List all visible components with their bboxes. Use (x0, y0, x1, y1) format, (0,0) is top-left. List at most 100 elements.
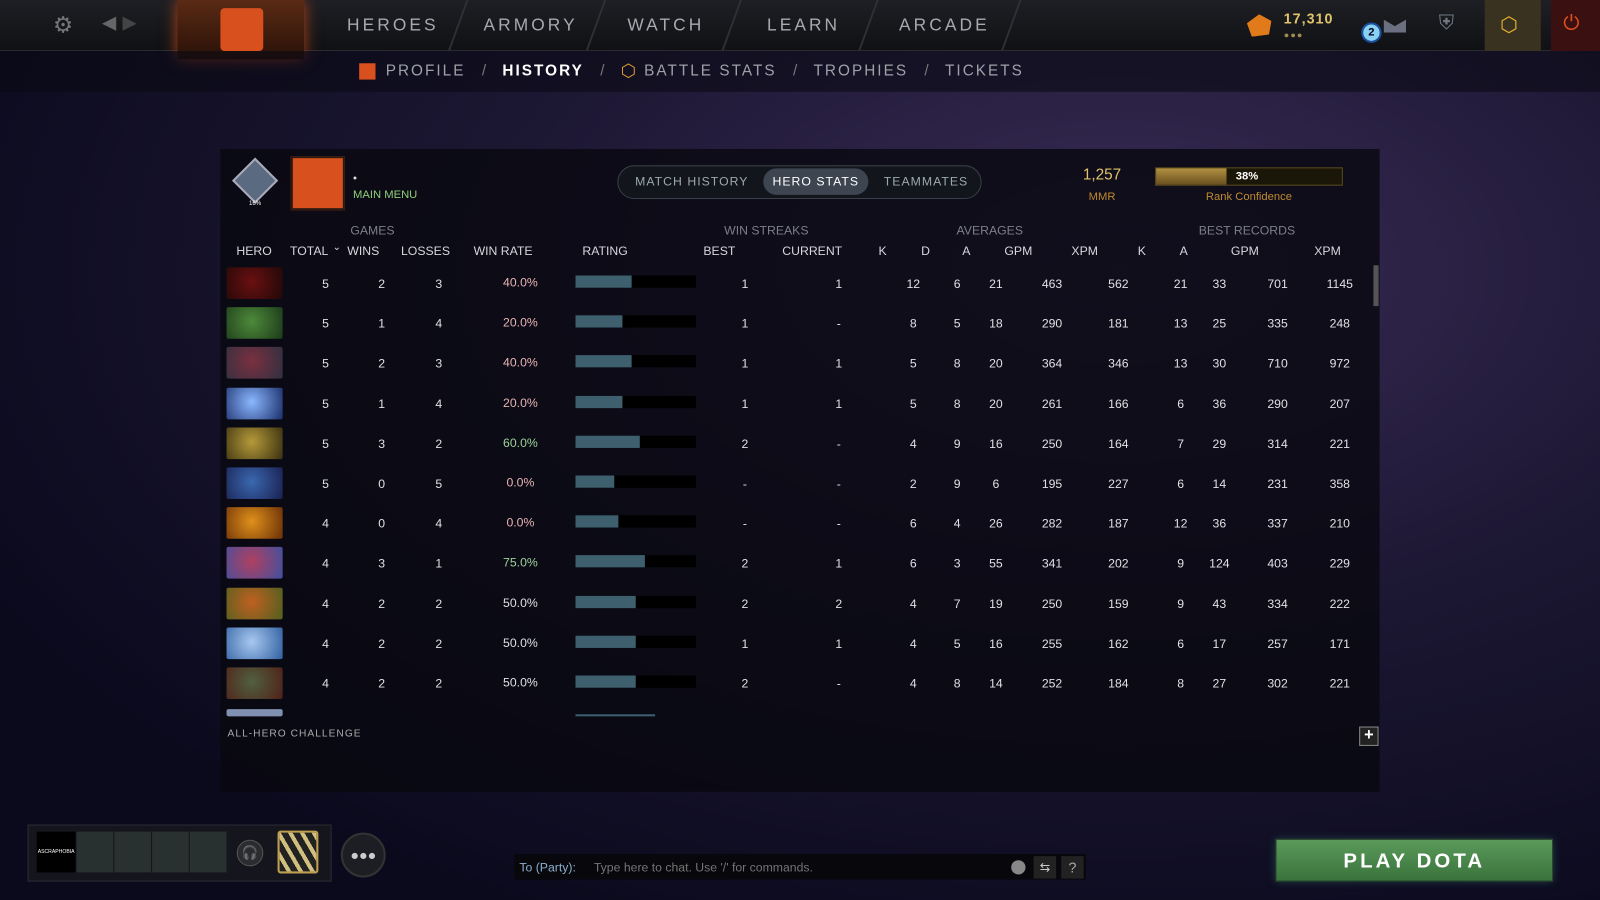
party-finder-icon[interactable]: ●●● (340, 832, 386, 878)
subnav-history[interactable]: HISTORY (502, 62, 584, 80)
subnav-trophies[interactable]: TROPHIES (813, 62, 909, 80)
column-header-losses[interactable]: LOSSES (401, 243, 451, 259)
party-slot-empty[interactable] (76, 831, 114, 873)
shards-icon[interactable] (1246, 14, 1272, 37)
column-header-best-a[interactable]: A (1179, 243, 1188, 259)
profile-dota-icon (359, 63, 376, 80)
power-icon[interactable]: ⏻ (1563, 12, 1580, 35)
rating-bar-fill (575, 635, 636, 648)
chat-channel[interactable]: To (Party): (519, 860, 576, 875)
cell-gpm: 195 (1041, 476, 1063, 491)
column-header-rating[interactable]: RATING (582, 243, 628, 259)
nav-arcade[interactable]: ARCADE (899, 15, 990, 35)
column-header-best-k[interactable]: K (1137, 243, 1146, 259)
cell-bgpm: 403 (1267, 556, 1288, 571)
column-header-best-xpm[interactable]: XPM (1314, 243, 1341, 259)
column-header-best-streak[interactable]: BEST (703, 243, 736, 259)
cell-losses: 4 (435, 516, 443, 531)
hero-portrait[interactable] (226, 547, 283, 579)
hero-portrait[interactable] (226, 667, 283, 699)
cell-losses: 3 (435, 276, 443, 291)
cell-bk: 13 (1173, 356, 1188, 371)
hero-portrait[interactable] (226, 307, 283, 339)
column-header-total[interactable]: TOTAL (290, 243, 329, 259)
tab-match-history[interactable]: MATCH HISTORY (635, 174, 749, 189)
cell-losses: 3 (435, 356, 443, 371)
chat-help-button[interactable]: ? (1061, 856, 1084, 879)
tab-hero-stats[interactable]: HERO STATS (763, 168, 869, 195)
cell-wins: 0 (378, 476, 386, 491)
nav-watch[interactable]: WATCH (627, 15, 705, 35)
cell-current: 1 (835, 636, 843, 651)
party-slot-player[interactable]: ASCRAPHOBIA (36, 831, 76, 873)
subnav-tickets[interactable]: TICKETS (945, 62, 1024, 80)
plus-hexagon-icon[interactable]: ⬡ (1499, 14, 1518, 37)
cell-win-rate: 60.0% (503, 435, 538, 450)
battle-pass-banner-icon[interactable] (277, 830, 319, 874)
party-slot-empty[interactable] (114, 831, 152, 873)
cell-ba: 25 (1212, 316, 1227, 331)
column-header-best-gpm[interactable]: GPM (1230, 243, 1259, 259)
subnav-battle-stats[interactable]: BATTLE STATS (644, 62, 777, 80)
hero-portrait[interactable] (226, 507, 283, 539)
chat-input[interactable] (593, 856, 1000, 879)
cell-k: 4 (909, 676, 917, 691)
nav-heroes[interactable]: HEROES (347, 15, 439, 35)
emoticon-icon[interactable] (1011, 860, 1026, 875)
cell-a: 6 (992, 476, 1000, 491)
back-arrow-icon[interactable]: ◀ (102, 12, 117, 33)
dota-logo-home-button[interactable] (177, 0, 305, 60)
forward-arrow-icon[interactable]: ▶ (122, 12, 137, 33)
chat-wheel-icon[interactable]: ⇆ (1033, 856, 1057, 879)
cell-k: 6 (909, 516, 917, 531)
cell-bgpm: 710 (1267, 356, 1288, 371)
column-header-avg-a[interactable]: A (962, 243, 971, 259)
scrollbar[interactable] (1373, 265, 1379, 307)
settings-gear-icon[interactable]: ⚙ (53, 12, 74, 38)
avatar[interactable] (290, 156, 345, 211)
rating-bar-fill (575, 435, 640, 448)
cell-wins: 2 (378, 636, 386, 651)
column-header-wins[interactable]: WINS (347, 243, 380, 259)
column-header-avg-xpm[interactable]: XPM (1071, 243, 1098, 259)
headset-icon[interactable]: 🎧 (236, 839, 264, 867)
subnav-separator: / (924, 62, 929, 80)
all-hero-challenge-label[interactable]: ALL-HERO CHALLENGE (227, 728, 362, 740)
cell-xpm: 166 (1108, 396, 1129, 411)
tab-teammates[interactable]: TEAMMATES (883, 174, 969, 189)
cell-k: 4 (909, 636, 917, 651)
cell-a: 16 (989, 636, 1003, 651)
column-header-avg-d[interactable]: D (921, 243, 930, 259)
column-header-win-rate[interactable]: WIN RATE (473, 243, 533, 259)
cell-bxpm: 358 (1329, 476, 1351, 491)
hero-portrait[interactable] (226, 427, 283, 459)
column-header-current-streak[interactable]: CURRENT (782, 243, 843, 259)
hero-portrait[interactable] (226, 267, 283, 299)
shield-sword-icon[interactable]: ⛨ (1438, 12, 1455, 35)
cell-current: - (836, 436, 841, 451)
cell-current: 1 (835, 556, 843, 571)
party-slot-empty[interactable] (152, 831, 189, 873)
add-button[interactable]: + (1359, 726, 1379, 746)
hero-portrait[interactable] (226, 467, 283, 499)
cell-total: 4 (322, 636, 329, 651)
column-header-hero[interactable]: HERO (236, 243, 272, 259)
nav-armory[interactable]: ARMORY (483, 15, 578, 35)
column-header-avg-k[interactable]: K (878, 243, 887, 259)
nav-learn[interactable]: LEARN (766, 15, 841, 35)
column-header-avg-gpm[interactable]: GPM (1004, 243, 1033, 259)
cell-a: 26 (989, 516, 1003, 531)
party-slot-empty[interactable] (189, 831, 227, 873)
group-best-records: BEST RECORDS (1198, 223, 1296, 238)
hero-portrait[interactable] (226, 709, 283, 717)
hero-portrait[interactable] (226, 387, 283, 419)
sort-chevron-down-icon[interactable]: ⌄ (332, 241, 342, 254)
cell-losses: 2 (435, 676, 443, 691)
subnav-profile[interactable]: PROFILE (385, 62, 466, 80)
cell-bgpm: 257 (1267, 636, 1288, 651)
play-dota-button[interactable]: PLAY DOTA (1275, 838, 1554, 882)
cell-bgpm: 334 (1267, 596, 1288, 611)
hero-portrait[interactable] (226, 587, 283, 619)
hero-portrait[interactable] (226, 347, 283, 379)
hero-portrait[interactable] (226, 627, 283, 659)
